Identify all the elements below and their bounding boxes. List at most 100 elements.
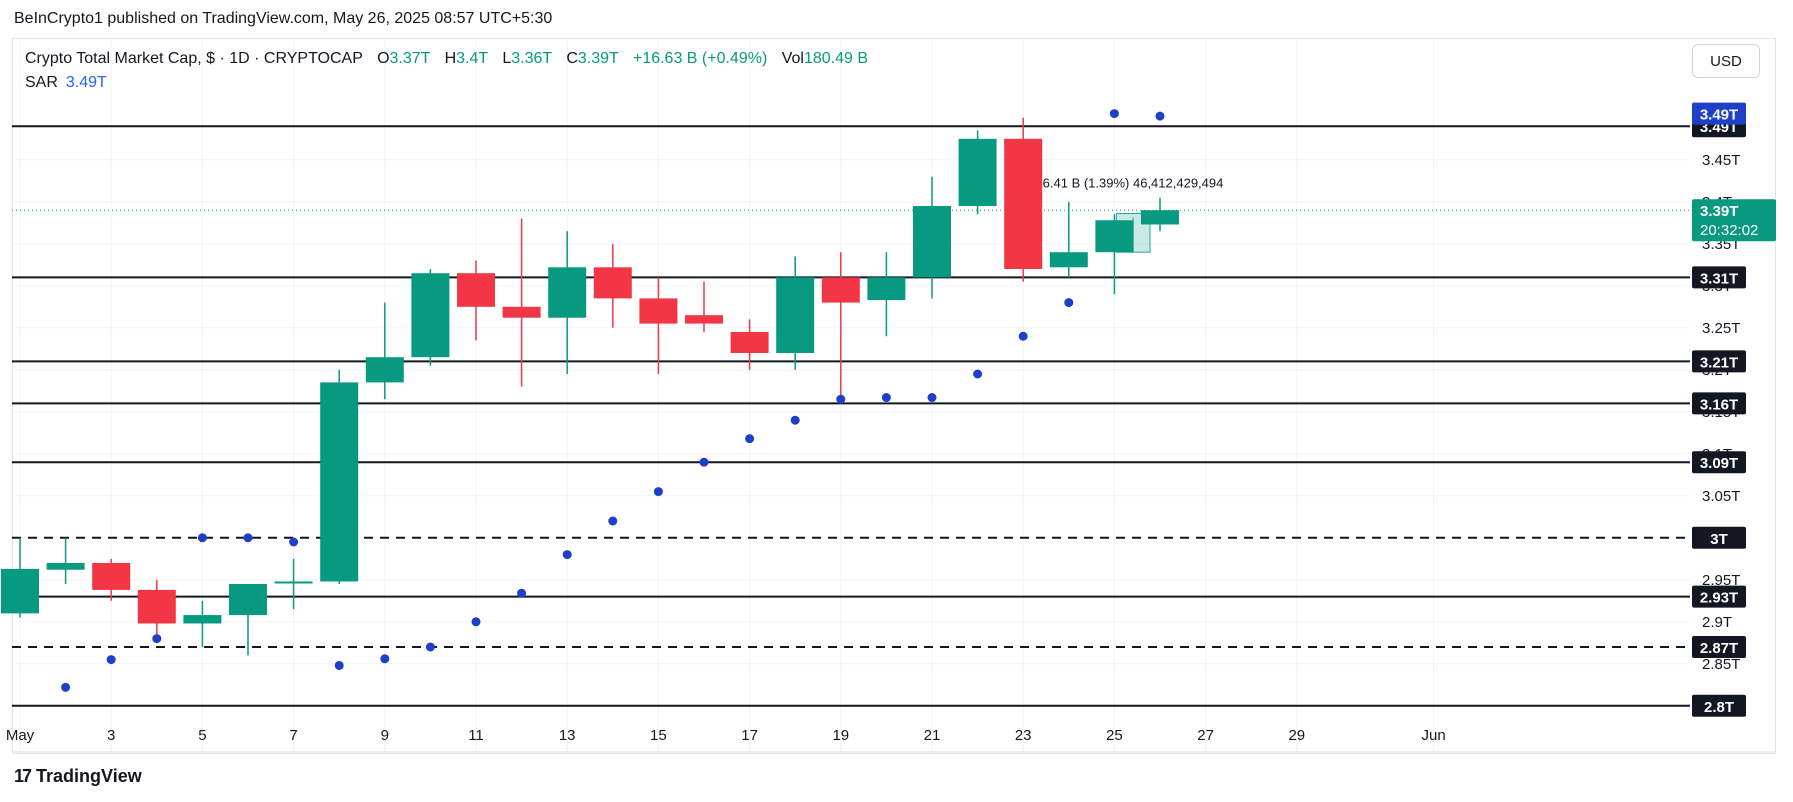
sar-dot bbox=[152, 634, 162, 644]
level-badge-label: 2.8T bbox=[1704, 699, 1734, 716]
candle-body bbox=[502, 306, 541, 318]
tradingview-logo[interactable]: 17 TradingView bbox=[14, 766, 142, 787]
candle-body bbox=[1049, 252, 1088, 268]
candle-body bbox=[137, 589, 176, 624]
sar-dot bbox=[471, 617, 481, 627]
candles bbox=[1, 117, 1179, 656]
candle-body bbox=[548, 267, 587, 318]
y-tick-label: 2.85T bbox=[1702, 656, 1740, 673]
sar-dot bbox=[790, 415, 800, 425]
level-badge-label: 2.87T bbox=[1700, 640, 1738, 657]
symbol-title: Crypto Total Market Cap, $ · 1D · CRYPTO… bbox=[25, 50, 363, 67]
sar-dot bbox=[1064, 298, 1074, 308]
sar-dot bbox=[927, 393, 937, 403]
candle-body bbox=[821, 277, 860, 303]
level-badge bbox=[1692, 585, 1746, 608]
sar-dot bbox=[653, 487, 663, 497]
level-badge bbox=[1692, 350, 1746, 373]
sar-dot bbox=[1109, 109, 1119, 119]
sar-dot bbox=[517, 588, 527, 598]
sar-dot bbox=[881, 393, 891, 403]
candle-body bbox=[365, 357, 404, 383]
candle-body bbox=[730, 332, 769, 353]
level-badge-label: 3.21T bbox=[1700, 354, 1738, 371]
level-badge bbox=[1692, 694, 1746, 717]
y-tick-label: 3.05T bbox=[1702, 488, 1740, 505]
candle-body bbox=[274, 581, 313, 584]
y-tick-label: 3.25T bbox=[1702, 320, 1740, 337]
sar-label: SAR bbox=[25, 74, 58, 91]
sar-legend: SAR 3.49T bbox=[25, 74, 107, 92]
candle-body bbox=[1004, 138, 1043, 269]
horizontal-levels bbox=[12, 125, 1690, 707]
x-tick-label: 5 bbox=[198, 727, 206, 744]
candle-body bbox=[776, 277, 815, 353]
change-value: +16.63 B (+0.49%) bbox=[632, 50, 768, 67]
sar-dot bbox=[562, 550, 572, 560]
grid-lines bbox=[12, 40, 1776, 753]
symbol-legend: Crypto Total Market Cap, $ · 1D · CRYPTO… bbox=[25, 50, 868, 68]
currency-button[interactable]: USD bbox=[1692, 44, 1760, 78]
sar-dot bbox=[745, 434, 755, 444]
candle-body bbox=[867, 277, 906, 301]
x-tick-label: 3 bbox=[107, 727, 115, 744]
high-label: H bbox=[444, 50, 457, 67]
close-value: 3.39T bbox=[577, 50, 619, 67]
level-badge bbox=[1692, 636, 1746, 658]
open-value: 3.37T bbox=[389, 50, 431, 67]
price-axis: 3.45T3.4T3.35T3.3T3.25T3.2T3.15T3.1T3.05… bbox=[1692, 102, 1776, 717]
candle-body bbox=[229, 584, 267, 616]
sar-dot bbox=[973, 369, 983, 379]
high-value: 3.4T bbox=[456, 50, 488, 67]
sar-value: 3.49T bbox=[65, 74, 107, 91]
sar-dot bbox=[289, 537, 299, 547]
tradingview-logo-icon: 17 bbox=[14, 766, 32, 786]
chart-panel bbox=[12, 38, 1776, 754]
sar-dot bbox=[380, 654, 390, 664]
sar-dots bbox=[61, 109, 1165, 692]
candle-body bbox=[685, 315, 723, 324]
x-tick-label: Jun bbox=[1422, 727, 1446, 744]
level-badge bbox=[1692, 526, 1746, 549]
x-tick-label: 27 bbox=[1197, 727, 1214, 744]
vol-label: Vol bbox=[781, 50, 804, 67]
level-badge bbox=[1692, 451, 1746, 474]
countdown-label: 20:32:02 bbox=[1700, 222, 1758, 239]
level-badge-label: 3.16T bbox=[1700, 396, 1738, 413]
x-tick-label: 11 bbox=[468, 727, 484, 744]
open-label: O bbox=[377, 50, 390, 67]
candle-body bbox=[1141, 210, 1179, 225]
candle-body bbox=[183, 615, 222, 624]
x-tick-label: May bbox=[6, 727, 35, 744]
level-badge-label: 3.09T bbox=[1700, 455, 1738, 472]
x-tick-label: 29 bbox=[1288, 727, 1305, 744]
candle-body bbox=[46, 563, 85, 570]
sar-dot bbox=[836, 394, 846, 404]
sar-dot bbox=[1018, 331, 1028, 341]
x-tick-label: 19 bbox=[832, 727, 849, 744]
y-tick-label: 3.45T bbox=[1702, 152, 1740, 169]
x-tick-label: 15 bbox=[650, 727, 667, 744]
candle-body bbox=[1095, 220, 1134, 253]
candle-body bbox=[958, 138, 997, 206]
level-badge-label: 3T bbox=[1710, 531, 1728, 548]
y-tick-label: 2.9T bbox=[1702, 614, 1732, 631]
level-badge bbox=[1692, 392, 1746, 415]
last-price-label: 3.39T bbox=[1700, 203, 1738, 220]
level-badge bbox=[1692, 266, 1746, 289]
x-tick-label: 9 bbox=[381, 727, 389, 744]
candle-body bbox=[457, 273, 495, 307]
sar-dot bbox=[1155, 111, 1165, 121]
candle-body bbox=[913, 206, 951, 278]
candle-body bbox=[1, 568, 39, 614]
x-tick-label: 21 bbox=[924, 727, 941, 744]
low-value: 3.36T bbox=[511, 50, 552, 67]
sar-dot bbox=[425, 642, 435, 652]
level-badge-label: 2.93T bbox=[1700, 590, 1738, 607]
sar-dot bbox=[106, 655, 116, 665]
sar-dot bbox=[608, 516, 618, 526]
sar-badge bbox=[1692, 102, 1746, 125]
measure-label: 46.41 B (1.39%) 46,412,429,494 bbox=[1035, 176, 1223, 191]
sar-dot bbox=[243, 533, 253, 543]
